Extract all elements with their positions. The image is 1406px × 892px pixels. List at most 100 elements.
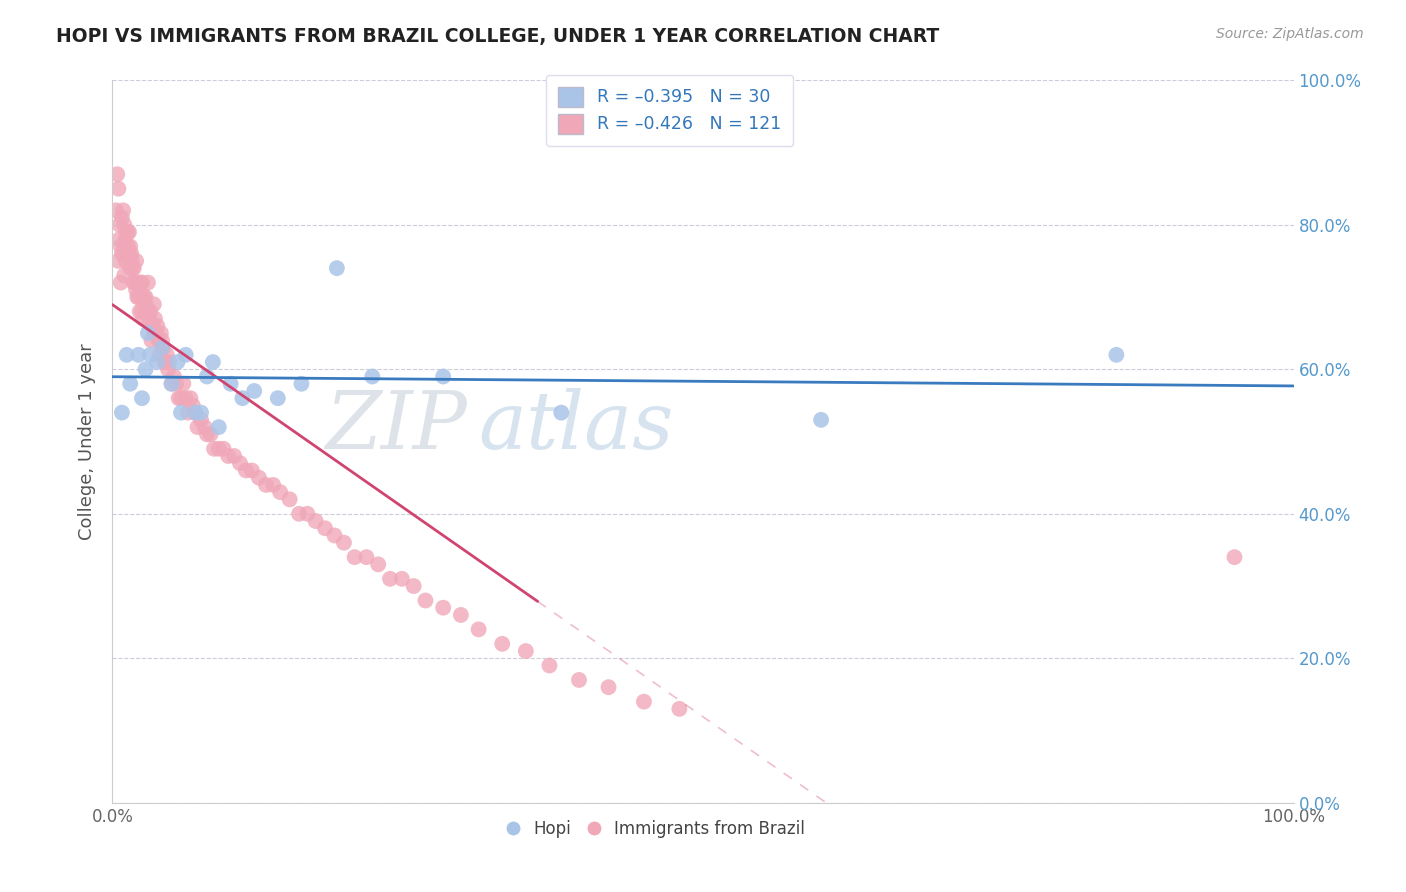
Point bbox=[219, 376, 242, 391]
Point bbox=[142, 326, 165, 340]
Point bbox=[235, 463, 257, 477]
Point bbox=[120, 261, 142, 276]
Point bbox=[129, 276, 152, 290]
Point bbox=[115, 225, 138, 239]
Point bbox=[127, 276, 149, 290]
Point bbox=[262, 478, 284, 492]
Point bbox=[156, 348, 179, 362]
Point bbox=[150, 341, 173, 355]
Point bbox=[152, 341, 174, 355]
Point bbox=[141, 334, 163, 348]
Point bbox=[314, 521, 336, 535]
Point bbox=[149, 326, 172, 340]
Point bbox=[121, 261, 143, 276]
Y-axis label: College, Under 1 year: College, Under 1 year bbox=[77, 343, 96, 540]
Point bbox=[491, 637, 513, 651]
Point bbox=[633, 695, 655, 709]
Point bbox=[201, 355, 224, 369]
Point bbox=[297, 507, 319, 521]
Point bbox=[129, 290, 152, 304]
Point bbox=[127, 276, 149, 290]
Point bbox=[333, 535, 356, 549]
Point bbox=[135, 362, 157, 376]
Point bbox=[217, 449, 239, 463]
Point bbox=[127, 290, 149, 304]
Point bbox=[202, 442, 225, 456]
Point bbox=[142, 297, 165, 311]
Text: Source: ZipAtlas.com: Source: ZipAtlas.com bbox=[1216, 27, 1364, 41]
Point bbox=[177, 406, 200, 420]
Point bbox=[156, 362, 179, 376]
Point bbox=[110, 239, 132, 253]
Point bbox=[105, 203, 128, 218]
Point bbox=[160, 376, 183, 391]
Point bbox=[174, 348, 197, 362]
Point bbox=[134, 290, 156, 304]
Point bbox=[598, 680, 620, 694]
Point bbox=[278, 492, 301, 507]
Point bbox=[131, 391, 153, 405]
Point bbox=[120, 239, 142, 253]
Point bbox=[181, 398, 204, 412]
Point bbox=[467, 623, 489, 637]
Point bbox=[146, 355, 169, 369]
Point bbox=[139, 304, 162, 318]
Point bbox=[290, 376, 312, 391]
Point bbox=[122, 276, 145, 290]
Point bbox=[186, 420, 208, 434]
Point bbox=[107, 253, 129, 268]
Point bbox=[120, 246, 142, 260]
Point bbox=[110, 276, 132, 290]
Text: ZIP: ZIP bbox=[325, 388, 467, 466]
Point bbox=[568, 673, 591, 687]
Point bbox=[550, 406, 572, 420]
Point bbox=[120, 376, 142, 391]
Point bbox=[668, 702, 690, 716]
Point bbox=[111, 406, 134, 420]
Point bbox=[115, 246, 138, 260]
Point bbox=[378, 572, 401, 586]
Point bbox=[243, 384, 266, 398]
Point bbox=[112, 246, 135, 260]
Point bbox=[450, 607, 472, 622]
Point bbox=[304, 514, 326, 528]
Point bbox=[402, 579, 425, 593]
Point bbox=[136, 276, 159, 290]
Point bbox=[150, 334, 173, 348]
Point bbox=[184, 406, 207, 420]
Point bbox=[118, 246, 141, 260]
Point bbox=[432, 600, 454, 615]
Point bbox=[167, 391, 190, 405]
Point bbox=[143, 311, 166, 326]
Point bbox=[208, 442, 231, 456]
Legend: Hopi, Immigrants from Brazil: Hopi, Immigrants from Brazil bbox=[499, 814, 811, 845]
Point bbox=[132, 311, 155, 326]
Point bbox=[118, 225, 141, 239]
Point bbox=[254, 478, 277, 492]
Point bbox=[117, 225, 139, 239]
Point bbox=[114, 253, 136, 268]
Text: atlas: atlas bbox=[478, 388, 673, 466]
Point bbox=[1223, 550, 1246, 565]
Point bbox=[153, 355, 176, 369]
Point bbox=[166, 355, 188, 369]
Point bbox=[135, 297, 157, 311]
Point bbox=[367, 558, 389, 572]
Point bbox=[112, 203, 135, 218]
Point bbox=[146, 318, 169, 333]
Point bbox=[165, 376, 187, 391]
Point bbox=[111, 246, 134, 260]
Point bbox=[142, 318, 165, 333]
Point bbox=[160, 376, 183, 391]
Point bbox=[136, 304, 159, 318]
Point bbox=[139, 348, 162, 362]
Point bbox=[195, 427, 218, 442]
Point bbox=[326, 261, 349, 276]
Point bbox=[212, 442, 235, 456]
Point bbox=[145, 326, 167, 340]
Point bbox=[112, 268, 135, 283]
Point bbox=[148, 334, 170, 348]
Point bbox=[172, 376, 194, 391]
Point bbox=[108, 218, 131, 232]
Point bbox=[131, 276, 153, 290]
